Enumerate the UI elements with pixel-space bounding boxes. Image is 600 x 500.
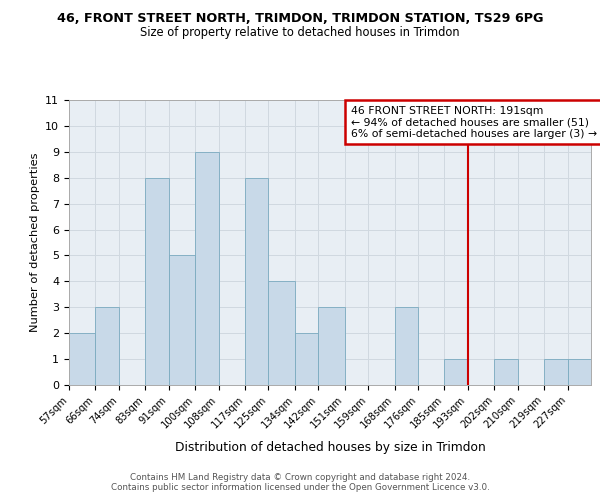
Bar — [295, 333, 318, 385]
Bar — [169, 256, 195, 385]
Bar — [145, 178, 169, 385]
Text: 46, FRONT STREET NORTH, TRIMDON, TRIMDON STATION, TS29 6PG: 46, FRONT STREET NORTH, TRIMDON, TRIMDON… — [57, 12, 543, 26]
Bar — [195, 152, 218, 385]
Bar — [568, 359, 591, 385]
Bar — [445, 359, 468, 385]
Text: Size of property relative to detached houses in Trimdon: Size of property relative to detached ho… — [140, 26, 460, 39]
Text: 46 FRONT STREET NORTH: 191sqm
← 94% of detached houses are smaller (51)
6% of se: 46 FRONT STREET NORTH: 191sqm ← 94% of d… — [351, 106, 597, 139]
Bar — [268, 282, 295, 385]
Bar — [245, 178, 268, 385]
Y-axis label: Number of detached properties: Number of detached properties — [30, 153, 40, 332]
Bar — [318, 308, 344, 385]
Bar — [395, 308, 418, 385]
Bar — [544, 359, 568, 385]
Text: Contains HM Land Registry data © Crown copyright and database right 2024.
Contai: Contains HM Land Registry data © Crown c… — [110, 473, 490, 492]
Bar — [69, 333, 95, 385]
Bar — [494, 359, 518, 385]
X-axis label: Distribution of detached houses by size in Trimdon: Distribution of detached houses by size … — [175, 442, 485, 454]
Bar — [95, 308, 119, 385]
